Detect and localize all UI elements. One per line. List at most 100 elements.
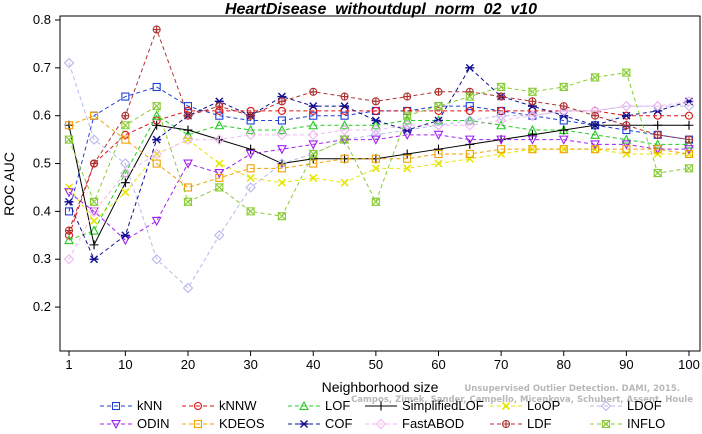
legend-label-ldf: LDF xyxy=(527,416,552,431)
data-point-knn xyxy=(559,116,568,125)
y-axis-label: ROC AUC xyxy=(1,152,17,216)
data-point-fastabod xyxy=(527,110,538,121)
legend-marker-fastabod xyxy=(375,418,387,430)
data-point-loop xyxy=(622,149,631,159)
legend-marker-ldf xyxy=(501,419,511,429)
data-point-inflo xyxy=(558,82,569,92)
y-tick-label: 0.5 xyxy=(33,156,51,171)
data-point-cof xyxy=(621,111,631,120)
data-point-ldf xyxy=(183,111,193,120)
x-tick-label: 100 xyxy=(678,357,700,372)
legend-label-loop: LoOP xyxy=(527,398,560,413)
data-point-ldf xyxy=(246,111,255,120)
data-point-odin xyxy=(496,135,507,145)
data-point-inflo xyxy=(590,73,600,82)
data-point-knnw xyxy=(309,106,318,115)
x-tick-label: 10 xyxy=(118,357,132,372)
data-point-lof xyxy=(308,120,319,130)
legend-marker-kdeos xyxy=(193,419,203,429)
data-point-kdeos xyxy=(340,154,349,163)
data-point-simplifiedlof xyxy=(120,178,130,188)
plot-frame xyxy=(59,15,701,352)
data-point-knnw xyxy=(497,106,506,115)
data-point-kdeos xyxy=(684,149,694,159)
data-point-inflo xyxy=(277,212,287,221)
data-point-odin xyxy=(183,159,193,169)
data-point-odin xyxy=(308,140,319,150)
data-point-fastabod xyxy=(307,129,319,141)
data-point-ldof xyxy=(63,57,75,69)
series-line-simplifiedlof xyxy=(68,124,689,247)
data-point-ldof xyxy=(401,124,413,136)
data-point-odin xyxy=(590,140,600,150)
data-point-kdeos xyxy=(497,145,506,154)
data-point-inflo xyxy=(339,135,350,144)
series-line-cof xyxy=(68,67,690,261)
axes: 1 10 20 30 40 50 60 70 80 90 100 0.2 0.3 0.4 0.5 0.6 0.7… xyxy=(33,12,700,372)
watermark-line-1: Unsupervised Outlier Detection. DAMI, 20… xyxy=(464,384,680,394)
data-point-inflo xyxy=(371,197,381,206)
data-point-fastabod xyxy=(182,134,194,145)
data-point-knn xyxy=(277,116,286,125)
data-point-ldf xyxy=(215,102,224,111)
data-point-odin xyxy=(527,135,538,145)
legend-marker-knnw xyxy=(193,401,203,411)
x-tick-label: 60 xyxy=(431,357,445,372)
y-tick-label: 0.3 xyxy=(33,251,51,266)
x-tick-label: 70 xyxy=(494,357,508,372)
series-line-lof xyxy=(68,114,689,241)
legend-item-cof: COF xyxy=(288,416,353,431)
data-point-lof xyxy=(652,139,663,149)
data-point-lof xyxy=(684,139,694,149)
data-point-lof xyxy=(621,134,632,144)
data-point-odin xyxy=(89,207,99,217)
data-point-simplifiedlof xyxy=(152,120,162,130)
data-point-cof xyxy=(371,116,381,125)
data-point-ldf xyxy=(152,25,161,34)
data-point-kdeos xyxy=(465,149,474,159)
data-point-ldf xyxy=(559,102,568,111)
data-point-lof xyxy=(64,234,74,245)
x-axis-label: Neighborhood size xyxy=(322,379,439,395)
data-point-fastabod xyxy=(652,100,663,112)
data-point-cof xyxy=(340,102,350,111)
series-kdeos xyxy=(64,111,694,192)
data-point-ldof xyxy=(495,110,507,121)
data-point-kdeos xyxy=(183,183,193,192)
data-point-inflo xyxy=(496,82,506,92)
legend-label-lof: LOF xyxy=(325,398,350,413)
data-point-fastabod xyxy=(63,253,75,265)
data-point-loop xyxy=(309,173,318,182)
legend-marker-knn xyxy=(111,401,121,411)
data-point-inflo xyxy=(245,207,256,216)
chart-title: HeartDisease_withoutdupl_norm_02_v10 xyxy=(225,1,537,18)
data-point-fastabod xyxy=(495,115,507,126)
data-point-ldf xyxy=(403,92,412,101)
series-line-kdeos xyxy=(68,115,690,189)
data-point-inflo xyxy=(214,183,225,192)
legend-label-cof: COF xyxy=(325,416,353,431)
legend-item-knnw: kNNW xyxy=(182,398,257,413)
series-inflo xyxy=(64,68,694,221)
x-tick-label: 40 xyxy=(306,357,320,372)
data-point-knnw xyxy=(684,111,694,120)
data-point-fastabod xyxy=(370,124,382,136)
data-point-loop xyxy=(403,164,412,173)
data-point-fastabod xyxy=(276,129,288,141)
data-point-kdeos xyxy=(309,159,318,168)
data-point-fastabod xyxy=(683,96,695,107)
data-point-kdeos xyxy=(246,164,255,173)
legend-item-kdeos: KDEOS xyxy=(182,416,265,431)
watermark-line-2: Campos, Zimek, Sander, Campello, Micenko… xyxy=(351,395,693,405)
data-point-ldof xyxy=(214,230,225,241)
data-point-lof xyxy=(183,129,193,139)
series-cof xyxy=(64,63,694,264)
legend-item-ldf: LDF xyxy=(490,416,552,431)
data-point-odin xyxy=(433,130,444,140)
data-point-cof xyxy=(120,231,130,240)
data-point-ldof xyxy=(245,182,256,193)
series-ldof xyxy=(63,57,695,294)
series-line-inflo xyxy=(68,72,690,217)
data-point-lof xyxy=(151,110,162,120)
data-point-inflo xyxy=(120,121,131,130)
